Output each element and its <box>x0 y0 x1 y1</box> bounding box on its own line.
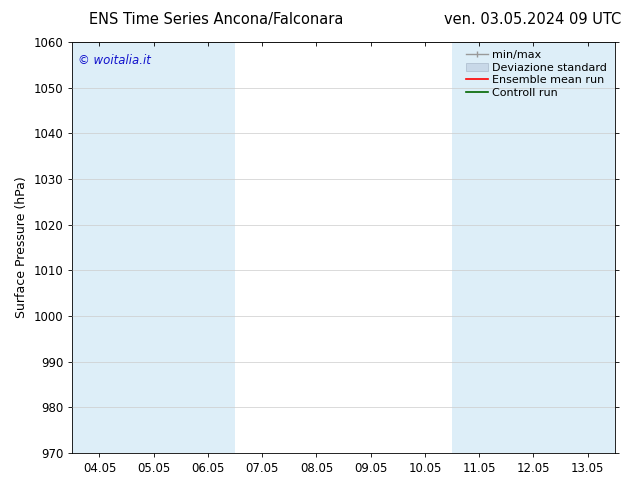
Text: ENS Time Series Ancona/Falconara: ENS Time Series Ancona/Falconara <box>89 12 343 27</box>
Y-axis label: Surface Pressure (hPa): Surface Pressure (hPa) <box>15 176 28 318</box>
Bar <box>72 42 127 453</box>
Bar <box>127 42 235 453</box>
Text: © woitalia.it: © woitalia.it <box>78 54 151 68</box>
Bar <box>560 42 615 453</box>
Legend: min/max, Deviazione standard, Ensemble mean run, Controll run: min/max, Deviazione standard, Ensemble m… <box>463 48 609 100</box>
Text: ven. 03.05.2024 09 UTC: ven. 03.05.2024 09 UTC <box>444 12 621 27</box>
Bar <box>452 42 560 453</box>
